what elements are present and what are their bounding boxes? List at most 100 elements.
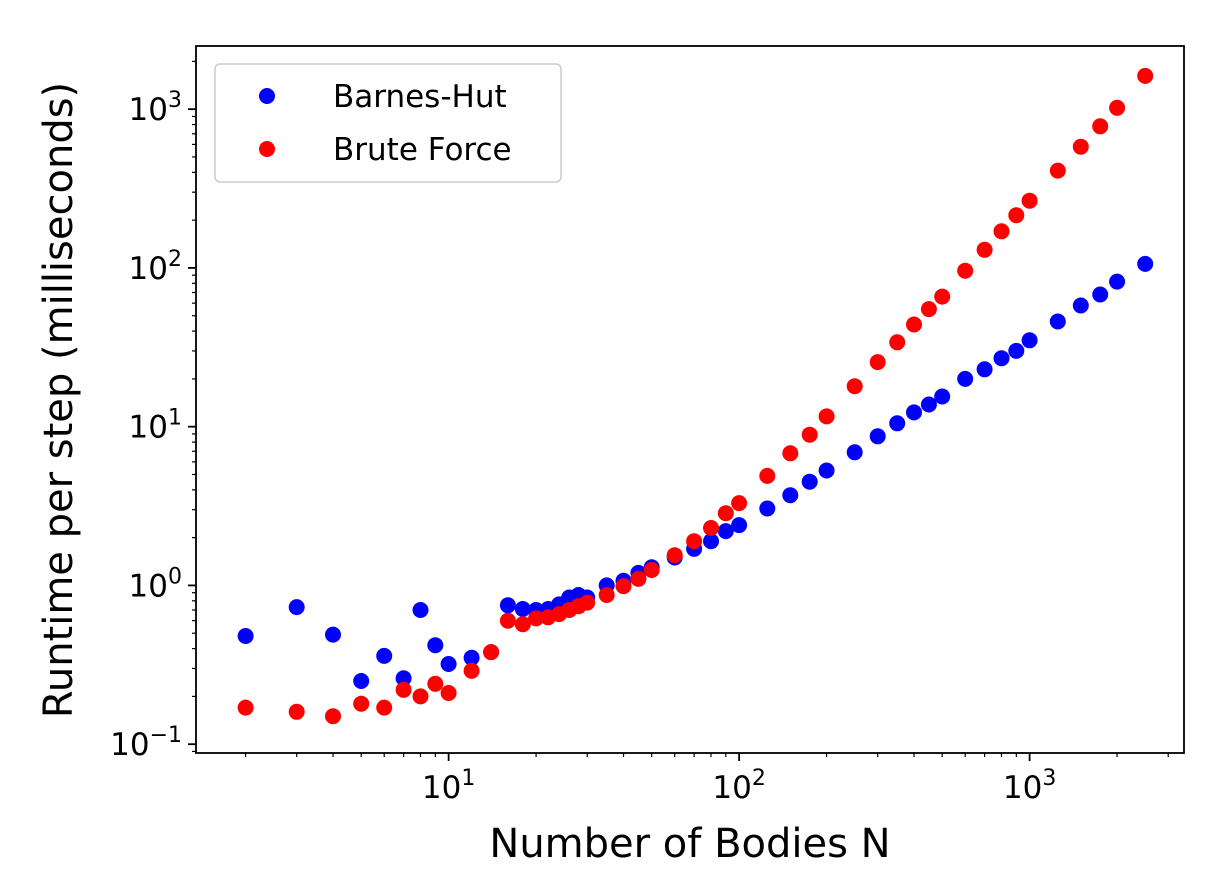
point-brute-force xyxy=(869,354,886,371)
y-tick-exponent: 3 xyxy=(168,88,182,113)
point-barnes-hut xyxy=(412,602,429,618)
point-barnes-hut xyxy=(1008,342,1025,359)
point-barnes-hut xyxy=(463,649,480,666)
x-tick-base: 10 xyxy=(712,770,751,806)
point-brute-force xyxy=(598,587,615,603)
point-brute-force xyxy=(288,703,305,720)
y-tick-label: 10−1 xyxy=(110,723,182,763)
point-brute-force xyxy=(643,562,660,578)
x-tick-label: 101 xyxy=(422,766,475,806)
point-brute-force xyxy=(993,223,1010,240)
legend-box xyxy=(214,63,562,183)
x-tick-exponent: 1 xyxy=(461,766,475,791)
y-tick-base: 10 xyxy=(110,727,149,763)
point-brute-force xyxy=(1049,162,1066,179)
point-brute-force xyxy=(237,699,254,716)
point-brute-force xyxy=(717,505,734,522)
point-barnes-hut xyxy=(1109,273,1126,290)
point-brute-force xyxy=(1109,99,1126,116)
point-brute-force xyxy=(846,378,863,395)
legend: Barnes-Hut Brute Force xyxy=(214,63,562,183)
y-tick-label: 102 xyxy=(129,247,182,287)
x-tick-exponent: 3 xyxy=(1042,766,1056,791)
point-barnes-hut xyxy=(934,388,951,405)
point-brute-force xyxy=(427,675,444,692)
y-tick-base: 10 xyxy=(129,251,168,287)
legend-label-barnes-hut: Barnes-Hut xyxy=(333,79,507,115)
point-barnes-hut xyxy=(759,500,776,517)
point-barnes-hut xyxy=(920,396,937,413)
point-barnes-hut xyxy=(818,462,835,479)
point-barnes-hut xyxy=(440,656,457,672)
y-tick-base: 10 xyxy=(129,410,168,446)
point-barnes-hut xyxy=(395,670,412,687)
legend-label-brute-force: Brute Force xyxy=(333,132,512,168)
points-layer xyxy=(237,67,1154,725)
point-brute-force xyxy=(325,708,341,725)
point-brute-force xyxy=(906,316,922,333)
y-tick-exponent: 2 xyxy=(168,247,182,272)
point-brute-force xyxy=(1021,192,1038,209)
point-barnes-hut xyxy=(1072,297,1089,314)
x-tick-base: 10 xyxy=(422,770,461,806)
point-brute-force xyxy=(686,533,703,550)
point-barnes-hut xyxy=(846,444,863,461)
point-brute-force xyxy=(376,699,393,716)
point-brute-force xyxy=(889,334,906,351)
point-barnes-hut xyxy=(1021,332,1038,349)
point-barnes-hut xyxy=(869,428,886,445)
point-barnes-hut xyxy=(1137,255,1154,272)
point-brute-force xyxy=(1137,67,1154,84)
point-barnes-hut xyxy=(376,647,393,664)
point-brute-force xyxy=(395,681,412,698)
point-barnes-hut xyxy=(325,626,341,643)
point-barnes-hut xyxy=(1049,313,1066,330)
point-barnes-hut xyxy=(717,523,734,540)
y-tick-base: 10 xyxy=(129,568,168,604)
point-barnes-hut xyxy=(237,628,254,644)
x-tick-base: 10 xyxy=(1003,770,1042,806)
y-tick-base: 10 xyxy=(129,92,168,128)
point-barnes-hut xyxy=(801,473,818,490)
point-brute-force xyxy=(759,467,776,484)
point-barnes-hut xyxy=(703,533,719,550)
point-brute-force xyxy=(630,570,647,587)
point-barnes-hut xyxy=(957,370,974,387)
point-barnes-hut xyxy=(514,601,531,617)
point-brute-force xyxy=(528,610,545,627)
point-barnes-hut xyxy=(976,361,993,378)
point-brute-force xyxy=(731,495,748,512)
point-brute-force xyxy=(514,616,531,633)
point-barnes-hut xyxy=(288,599,305,616)
legend-marker-barnes-hut xyxy=(259,88,275,104)
point-brute-force xyxy=(920,301,937,318)
point-barnes-hut xyxy=(731,517,748,534)
point-brute-force xyxy=(440,685,457,701)
point-brute-force xyxy=(818,408,835,425)
point-brute-force xyxy=(1008,207,1025,224)
point-brute-force xyxy=(615,578,632,595)
point-brute-force xyxy=(782,445,799,462)
point-brute-force xyxy=(1092,118,1109,135)
point-brute-force xyxy=(499,612,516,629)
point-barnes-hut xyxy=(906,404,922,421)
point-barnes-hut xyxy=(427,637,444,654)
y-tick-label: 101 xyxy=(129,406,182,446)
point-brute-force xyxy=(412,688,429,705)
y-tick-exponent: −1 xyxy=(150,723,182,748)
point-brute-force xyxy=(976,241,993,258)
point-brute-force xyxy=(353,695,370,712)
y-tick-label: 100 xyxy=(129,564,182,604)
x-tick-label: 103 xyxy=(1003,766,1056,806)
y-tick-exponent: 0 xyxy=(168,564,182,589)
point-brute-force xyxy=(934,288,951,305)
legend-marker-brute-force xyxy=(259,141,275,157)
y-axis-label: Runtime per step (milliseconds) xyxy=(36,82,82,718)
point-brute-force xyxy=(801,426,818,443)
point-barnes-hut xyxy=(499,597,516,614)
point-barnes-hut xyxy=(889,415,906,432)
x-tick-exponent: 2 xyxy=(752,766,766,791)
point-brute-force xyxy=(483,644,500,661)
